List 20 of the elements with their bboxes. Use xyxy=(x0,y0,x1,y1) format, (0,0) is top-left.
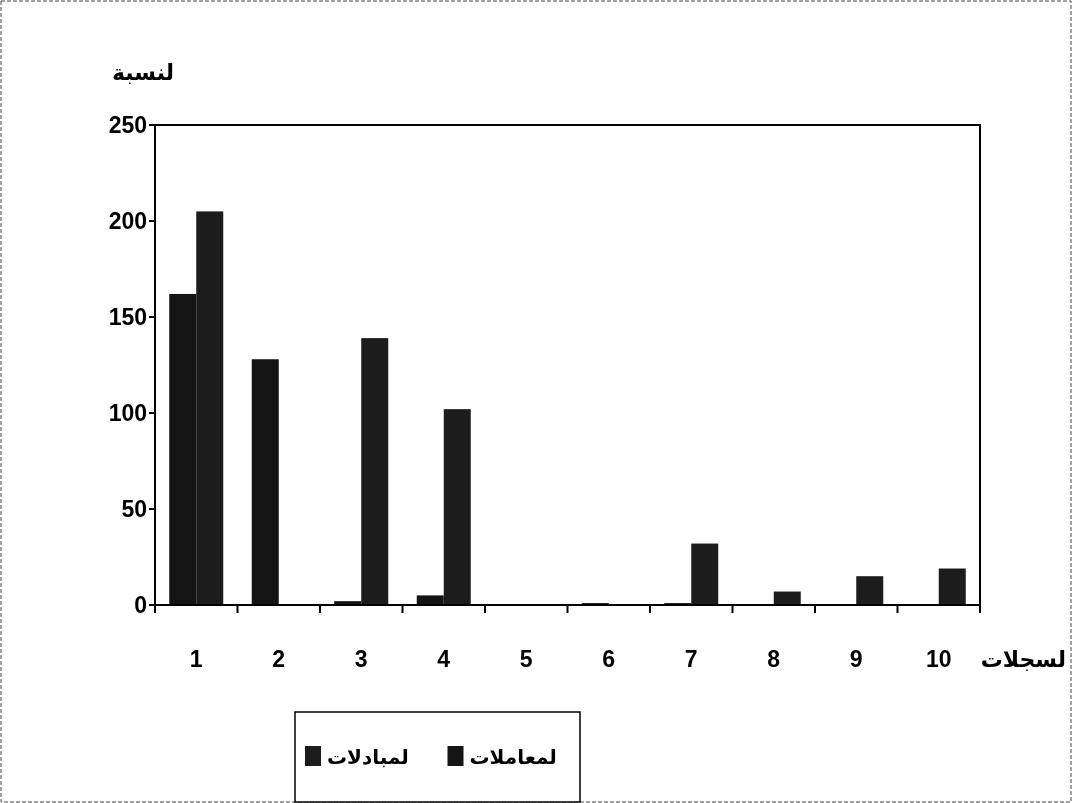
x-tick-label: 9 xyxy=(849,646,863,672)
x-tick-label: 2 xyxy=(272,646,286,672)
x-tick-label: 7 xyxy=(684,646,698,672)
y-tick-label: 100 xyxy=(108,400,147,426)
y-tick-label: 250 xyxy=(108,112,147,138)
y-tick-label: 200 xyxy=(108,208,147,234)
x-tick-label: 6 xyxy=(602,646,616,672)
legend-label: لمبادلات xyxy=(327,746,409,768)
x-axis-title: لسجلات xyxy=(980,647,1066,672)
x-tick-label: 4 xyxy=(437,646,451,672)
y-axis-title: لنسبة xyxy=(112,60,174,85)
x-tick-label: 10 xyxy=(925,646,952,672)
legend-label: لمعاملات xyxy=(469,746,557,768)
x-tick-label: 1 xyxy=(189,646,203,672)
y-tick-label: 50 xyxy=(121,496,147,522)
x-tick-label: 3 xyxy=(354,646,368,672)
x-tick-label: 8 xyxy=(767,646,781,672)
y-tick-label: 0 xyxy=(134,592,147,618)
x-tick-label: 5 xyxy=(519,646,533,672)
y-tick-label: 150 xyxy=(108,304,147,330)
